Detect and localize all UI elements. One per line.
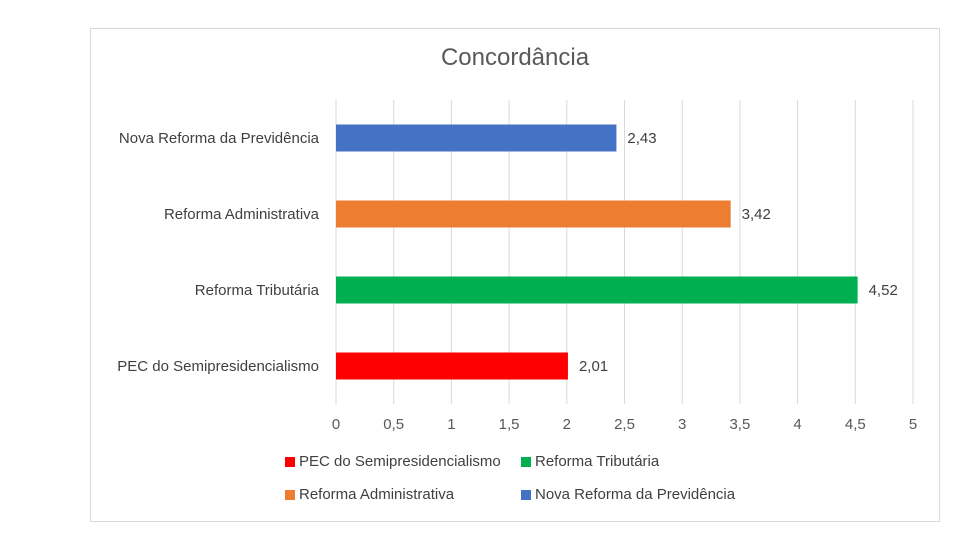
legend-swatch (285, 456, 295, 467)
bar (336, 352, 568, 380)
legend-label: PEC do Semipresidencialismo (299, 453, 501, 470)
legend-item: PEC do Semipresidencialismo (285, 453, 501, 470)
data-label: 3,42 (742, 206, 771, 223)
x-tick-label: 3 (678, 416, 686, 433)
legend-label: Reforma Administrativa (299, 486, 455, 503)
legend-swatch (521, 456, 531, 467)
legend-item: Reforma Tributária (521, 453, 659, 470)
data-label: 2,01 (579, 358, 608, 375)
x-tick-label: 4 (793, 416, 801, 433)
x-tick-label: 1,5 (499, 416, 520, 433)
category-label: Reforma Administrativa (164, 206, 320, 223)
legend-swatch (521, 489, 531, 500)
x-tick-label: 0,5 (383, 416, 404, 433)
bar (336, 276, 858, 304)
bar (336, 124, 617, 152)
chart-area (90, 28, 940, 522)
x-tick-label: 4,5 (845, 416, 866, 433)
x-tick-label: 3,5 (729, 416, 750, 433)
x-tick-label: 0 (332, 416, 340, 433)
data-label: 4,52 (869, 282, 898, 299)
legend-item: Nova Reforma da Previdência (521, 486, 735, 503)
category-label: Nova Reforma da Previdência (119, 130, 320, 147)
data-label: 2,43 (627, 130, 656, 147)
x-tick-label: 2 (563, 416, 571, 433)
bar (336, 200, 731, 228)
x-tick-label: 1 (447, 416, 455, 433)
category-label: Reforma Tributária (195, 282, 320, 299)
legend-swatch (285, 489, 295, 500)
x-tick-label: 5 (909, 416, 917, 433)
category-label: PEC do Semipresidencialismo (117, 358, 319, 375)
legend-label: Reforma Tributária (535, 453, 660, 470)
legend-label: Nova Reforma da Previdência (535, 486, 736, 503)
legend-item: Reforma Administrativa (285, 486, 454, 503)
chart-title: Concordância (440, 44, 590, 71)
x-tick-label: 2,5 (614, 416, 635, 433)
